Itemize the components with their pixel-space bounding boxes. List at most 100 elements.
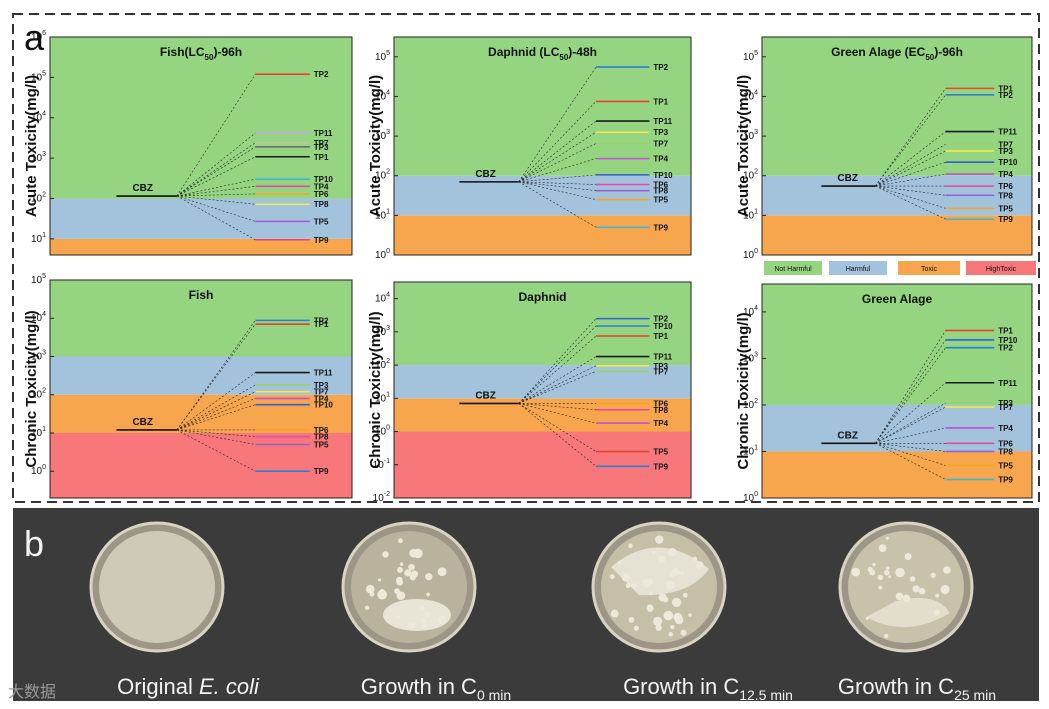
petri-dish: Growth in C25 min <box>838 521 996 703</box>
connector-line <box>176 195 256 222</box>
colony <box>885 536 889 540</box>
connector-line <box>518 131 597 183</box>
tp-label: TP8 <box>314 200 329 209</box>
tp-label: TP2 <box>998 344 1013 353</box>
band-toxic <box>762 451 1032 498</box>
colony <box>895 592 904 601</box>
watermark-text: 大数据 <box>8 682 56 701</box>
plot-frame <box>49 279 353 499</box>
colony <box>369 591 375 597</box>
y-tick-label: 105 <box>375 50 390 63</box>
colony <box>667 547 677 557</box>
tp-label: TP6 <box>998 439 1013 448</box>
band-not-harmful <box>762 37 1032 176</box>
tp-label: TP4 <box>653 155 668 164</box>
colony <box>651 550 656 554</box>
band-not-harmful <box>50 280 352 357</box>
tp-label: TP4 <box>998 170 1013 179</box>
parent-cbz-label: CBZ <box>132 183 153 194</box>
tp-label: TP9 <box>653 462 668 471</box>
tp-label: TP4 <box>314 182 329 191</box>
colony <box>437 567 447 577</box>
y-tick-label: 105 <box>31 273 46 286</box>
band-harmful <box>394 175 691 216</box>
connector-line <box>518 318 597 404</box>
connector-line <box>176 186 256 197</box>
tp-label: TP4 <box>653 419 668 428</box>
band-toxic <box>762 215 1032 255</box>
tp-label: TP11 <box>314 369 333 378</box>
tp-label: TP9 <box>314 467 329 476</box>
tp-label: TP10 <box>998 336 1018 345</box>
chart-title: Fish <box>189 288 214 302</box>
plot-frame <box>761 36 1033 256</box>
colony-cluster <box>611 547 709 596</box>
colony <box>688 613 692 617</box>
colony <box>621 573 630 582</box>
colony <box>933 609 940 616</box>
tp-label: TP1 <box>998 84 1013 93</box>
parent-cbz-label: CBZ <box>837 173 858 184</box>
colony <box>379 588 385 595</box>
connector-line <box>176 323 256 431</box>
tp-label: TP3 <box>314 143 329 152</box>
colony <box>665 580 676 590</box>
colony <box>888 575 892 579</box>
tp-label: TP5 <box>998 204 1013 213</box>
legend-swatch <box>898 261 960 275</box>
connector-line <box>875 406 946 444</box>
connector-line <box>875 402 946 444</box>
tp-label: TP1 <box>653 332 668 341</box>
tp-label: TP10 <box>998 158 1018 167</box>
connector-line <box>518 158 597 183</box>
toxicity-legend: Not Harmful Harmful Toxic HighToxic <box>764 261 1036 275</box>
colony <box>628 616 635 623</box>
band-not-harmful <box>762 284 1032 405</box>
connector-line <box>176 372 256 431</box>
colony <box>904 552 912 561</box>
plot-frame <box>393 36 692 256</box>
colony <box>633 625 639 631</box>
colony <box>865 616 869 621</box>
colony <box>872 562 876 567</box>
colony <box>851 567 861 577</box>
tp-label: TP4 <box>314 394 329 403</box>
band-harmful <box>50 198 352 239</box>
connector-line <box>176 193 256 197</box>
chart-title: Green Alage <box>862 292 933 306</box>
y-axis-label: Chronic Toxicity(mg/l) <box>367 311 384 468</box>
legend-swatch <box>764 261 822 275</box>
chart-title: Fish(LC50)-96h <box>160 45 242 62</box>
colony <box>382 551 389 558</box>
legend-label: Harmful <box>846 266 871 273</box>
connector-line <box>875 144 946 187</box>
tp-label: TP9 <box>314 236 329 245</box>
colony <box>930 572 936 578</box>
connector-line <box>176 132 256 197</box>
tp-label: TP8 <box>998 447 1013 456</box>
connector-line <box>875 150 946 187</box>
tp-label: TP1 <box>314 320 329 329</box>
tp-label: TP8 <box>314 433 329 442</box>
colony <box>935 593 940 598</box>
panel-a-frame <box>12 13 1040 503</box>
tp-label: TP7 <box>653 367 668 376</box>
colony <box>883 633 889 639</box>
colony <box>646 604 654 612</box>
legend-label: HighToxic <box>986 266 1017 273</box>
colony <box>918 587 926 595</box>
tp-label: TP7 <box>998 403 1013 412</box>
dish-agar <box>99 531 215 643</box>
connector-line <box>875 161 946 187</box>
tp-label: TP5 <box>653 448 668 457</box>
colony <box>399 562 404 566</box>
band-toxic <box>50 394 352 433</box>
connector-line <box>875 94 946 187</box>
tp-label: TP10 <box>653 171 673 180</box>
connector-line <box>176 74 256 197</box>
connector-line <box>176 156 256 197</box>
connector-line <box>875 443 946 480</box>
band-not-harmful <box>394 37 691 176</box>
